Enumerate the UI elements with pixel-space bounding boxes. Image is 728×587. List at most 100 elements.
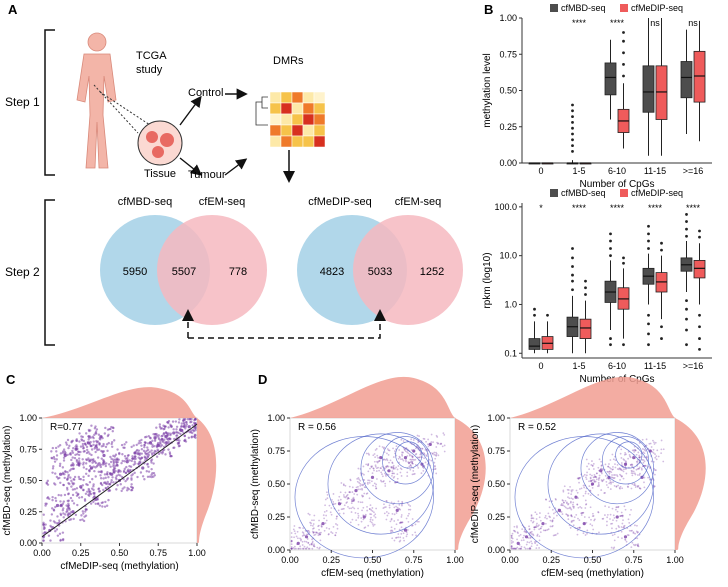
scatter-point-cloud [311,541,314,544]
scatter-point-cloud [593,480,596,483]
scatter-point-cloud [145,453,148,456]
scatter-point-cloud [384,485,387,487]
scatter-point-cloud [307,512,310,515]
scatter-point-cloud [89,440,92,444]
scatter-point-cloud [401,504,403,507]
scatter-point-cloud [634,486,637,488]
scatter-point-cloud [75,491,78,494]
box-cfMeDIP-seq [693,50,706,103]
scatter-point-cloud [410,438,413,441]
heatmap-cell [291,135,304,148]
scatter-point-cloud [569,506,571,509]
scatter-point-cloud [100,435,103,438]
scatter-point-cloud [553,534,556,537]
scatter-point-cloud [315,531,318,534]
scatter-point-cloud [68,508,71,511]
scatter-point-cloud [338,512,341,515]
scatter-point-cloud [391,513,394,515]
x-tick-label: 11-15 [644,361,666,371]
scatter-point-cloud [122,470,126,474]
scatter-point-cloud [612,477,615,480]
scatter-point-cloud [188,430,191,434]
scatter-point-cloud [407,462,410,465]
scatter-point-cloud [619,467,622,470]
scatter-point-cloud [366,481,369,484]
scatter-point-cloud [622,477,625,480]
scatter-point-cloud [597,494,600,496]
outlier-point [685,317,688,321]
scatter-point-cloud [138,461,141,464]
scatter-point-cloud [578,481,580,484]
scatter-point-cloud [516,538,518,541]
scatter-point-cloud [366,492,369,495]
outlier-point [571,109,574,113]
scatter-point-cloud [344,491,347,494]
scatter-point-cloud [423,438,426,440]
x-tick-label: 1.00 [666,555,684,565]
scatter-point-cloud [405,531,408,533]
scatter-point-cloud [402,440,405,442]
scatter-point-cloud [365,452,368,455]
scatter-point [623,535,628,539]
scatter-point-cloud [551,519,554,521]
scatter-point-cloud [409,458,412,461]
scatter-point-cloud [316,546,319,549]
scatter-point-cloud [635,543,637,546]
scatter-point-cloud [97,470,100,473]
scatter-point-cloud [145,449,148,453]
heatmap-cell [302,102,315,115]
scatter-point-cloud [76,503,79,507]
outlier-point [584,293,587,296]
scatter-point-cloud [346,493,349,496]
scatter-point-cloud [49,524,52,528]
scatter-point-cloud [529,547,532,550]
scatter-point-cloud [106,449,109,453]
scatter-point-cloud [332,493,335,495]
scatter-point-cloud [351,486,354,489]
scatter-point-cloud [167,419,171,423]
scatter-point-cloud [335,531,337,534]
scatter-point-cloud [101,501,105,504]
significance-label: **** [648,203,663,213]
scatter-point-cloud [551,520,554,522]
scatter-point-cloud [110,481,113,484]
scatter-point-cloud [146,475,150,478]
scatter-point-cloud [392,464,395,467]
scatter-point-cloud [590,518,592,521]
scatter-point-cloud [125,441,128,444]
scatter-point-cloud [395,536,398,539]
scatter-point [615,515,619,519]
density-contour [294,436,434,559]
scatter-point-cloud [608,506,610,509]
scatter-point-cloud [544,522,547,525]
scatter-point-cloud [126,469,129,473]
scatter-point-cloud [385,511,388,513]
scatter-point-cloud [159,439,162,442]
scatter-point-cloud [620,530,623,533]
scatter-point-cloud [324,522,327,525]
scatter-point-cloud [628,453,631,456]
scatter-point-cloud [51,498,54,502]
scatter-point-cloud [107,463,111,466]
y-tick-label: 0.50 [267,479,285,489]
scatter-point-cloud [611,507,614,510]
scatter-point-cloud [636,544,639,547]
scatter-point-cloud [66,499,69,503]
scatter-point-cloud [318,528,320,531]
scatter-point-cloud [92,483,95,486]
scatter-point-cloud [361,488,364,491]
scatter-point-cloud [58,532,62,535]
scatter-point-cloud [562,489,565,492]
scatter-point-cloud [592,512,594,515]
scatter-point-cloud [310,543,313,545]
scatter-point-cloud [71,456,74,459]
scatter-point-cloud [98,442,101,445]
scatter-point-cloud [638,454,641,457]
scatter-point-cloud [381,475,384,478]
scatter-point-cloud [334,502,337,505]
right-density [197,418,217,543]
density-contour [602,436,649,485]
scatter-point-cloud [570,515,573,518]
scatter-point-cloud [627,486,629,488]
outlier-point [660,241,663,245]
